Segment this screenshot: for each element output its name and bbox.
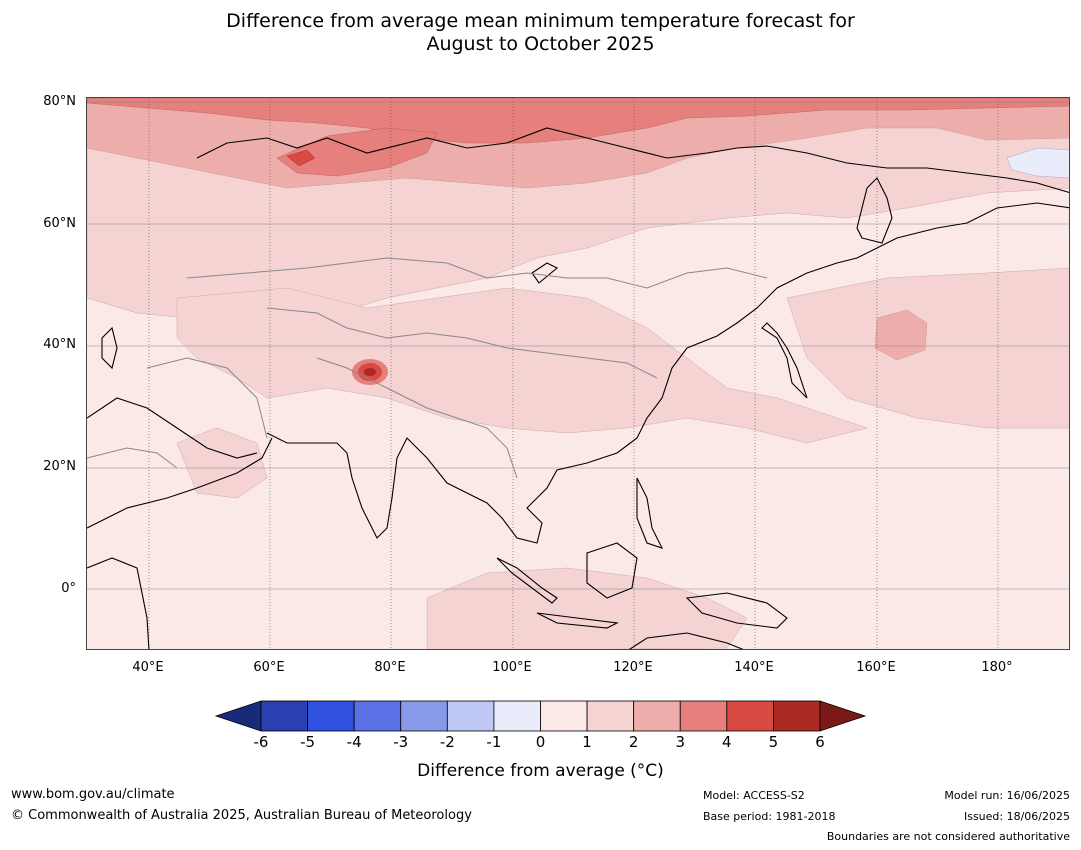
- title-line-1: Difference from average mean minimum tem…: [226, 10, 855, 32]
- colorbar-tick-label: -5: [300, 733, 316, 751]
- longitude-gridlines: [148, 98, 999, 649]
- colorbar-bin: [773, 700, 821, 732]
- colorbar-tick-label: 0: [535, 733, 546, 751]
- lake-baikal: [531, 262, 558, 284]
- lon-label-40e: 40°E: [132, 660, 164, 675]
- lat-label-80n: 80°N: [43, 94, 76, 109]
- anomaly-zone-1-2-equator: [426, 567, 748, 649]
- anomaly-zone-3-4-siberia: [276, 127, 438, 177]
- sumatra: [496, 557, 558, 604]
- map-svg: [87, 98, 1069, 649]
- indian-coast-west: [87, 437, 273, 529]
- borneo: [586, 542, 638, 599]
- footer-copyright: © Commonwealth of Australia 2025, Austra…: [11, 808, 472, 823]
- philippines: [636, 477, 664, 549]
- footer-url[interactable]: www.bom.gov.au/climate: [11, 787, 175, 802]
- coastlines: [87, 127, 1069, 649]
- caspian: [101, 326, 118, 370]
- colorbar-tick-label: 2: [628, 733, 639, 751]
- australia-north: [629, 632, 744, 649]
- java: [536, 612, 619, 629]
- colorbar-bin: [633, 700, 681, 732]
- colorbar-tick-label: -2: [439, 733, 455, 751]
- colorbar-tick-label: 6: [815, 733, 825, 751]
- colorbar-bin: [400, 700, 448, 732]
- colorbar-bin: [586, 700, 635, 732]
- colorbar-bin: [540, 700, 588, 732]
- africa-coast: [87, 557, 150, 649]
- colorbar: [214, 700, 867, 732]
- anomaly-zone-1-2-central: [176, 287, 868, 444]
- kamchatka: [856, 177, 893, 244]
- footer-model: Model: ACCESS-S2: [703, 789, 805, 802]
- lon-label-100e: 100°E: [492, 660, 532, 675]
- colorbar-tick-label: 5: [768, 733, 779, 751]
- lon-label-60e: 60°E: [253, 660, 285, 675]
- latitude-gridlines: [87, 101, 1069, 590]
- country-borders: [87, 257, 768, 479]
- colorbar-extend-high: [819, 700, 867, 732]
- lon-label-120e: 120°E: [613, 660, 653, 675]
- lon-label-80e: 80°E: [374, 660, 406, 675]
- footer-boundaries: Boundaries are not considered authoritat…: [826, 830, 1070, 843]
- colorbar-bin: [260, 700, 308, 732]
- colorbar-tick-label: -1: [486, 733, 502, 751]
- lat-label-40n: 40°N: [43, 337, 76, 352]
- anomaly-zone-3-4-north: [87, 98, 1069, 144]
- lon-label-180: 180°: [981, 660, 1013, 675]
- arabia-coast: [87, 397, 258, 459]
- colorbar-bin: [307, 700, 355, 732]
- lon-label-140e: 140°E: [734, 660, 774, 675]
- colorbar-tick-label: -6: [253, 733, 269, 751]
- footer-issued: Issued: 18/06/2025: [963, 810, 1070, 823]
- pacific-coast: [266, 202, 1069, 544]
- colorbar-bin: [679, 700, 728, 732]
- lat-label-20n: 20°N: [43, 459, 76, 474]
- lon-label-160e: 160°E: [856, 660, 896, 675]
- colorbar-extend-low: [214, 700, 262, 732]
- lat-label-60n: 60°N: [43, 216, 76, 231]
- map-title: Difference from average mean minimum tem…: [0, 10, 1081, 56]
- colorbar-bin: [446, 700, 495, 732]
- forecast-map: [86, 97, 1070, 650]
- japan: [761, 322, 808, 399]
- footer-base-period: Base period: 1981-2018: [703, 810, 836, 823]
- anomaly-zone-4-5-spot: [286, 149, 316, 167]
- anomaly-zone-minus1-0-east: [1006, 147, 1069, 179]
- colorbar-tick-label: 1: [582, 733, 592, 751]
- colorbar-tick-label: 3: [675, 733, 686, 751]
- footer-model-run: Model run: 16/06/2025: [944, 789, 1070, 802]
- anomaly-zone-1-2-arabia: [176, 427, 268, 499]
- anomaly-zone-2-3-pacific: [874, 309, 928, 361]
- colorbar-bin: [493, 700, 541, 732]
- colorbar-tick-label: 4: [722, 733, 732, 751]
- new-guinea: [685, 592, 788, 629]
- arctic-coast: [196, 127, 1069, 193]
- anomaly-zone-1-2-pacific: [786, 267, 1069, 429]
- colorbar-bin: [353, 700, 402, 732]
- tibet-hotspot: [352, 359, 388, 385]
- colorbar-bin: [726, 700, 774, 732]
- colorbar-tick-label: -4: [346, 733, 362, 751]
- colorbar-label: Difference from average (°C): [417, 761, 664, 781]
- title-line-2: August to October 2025: [426, 33, 655, 55]
- lat-label-0: 0°: [61, 581, 76, 596]
- colorbar-tick-label: -3: [393, 733, 409, 751]
